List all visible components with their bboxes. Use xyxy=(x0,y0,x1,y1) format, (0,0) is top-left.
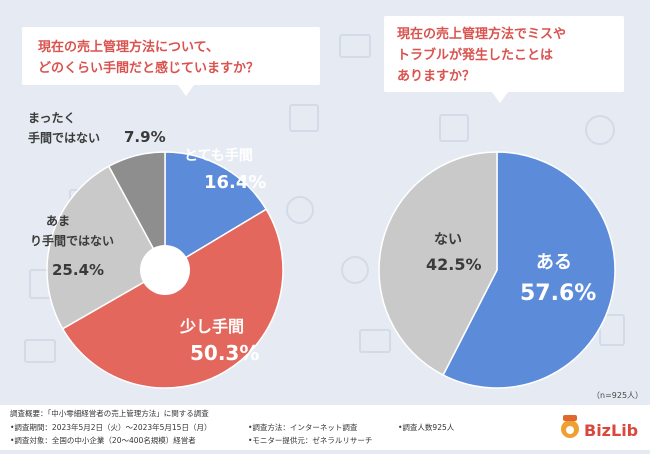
coin-icon xyxy=(286,196,314,224)
chart2-title-line2: トラブルが発生したことは xyxy=(397,47,553,63)
value-amari: 25.4% xyxy=(52,261,104,279)
label-totemo: とても手間 xyxy=(184,147,253,164)
value-totemo: 16.4% xyxy=(204,172,266,193)
survey-title: 調査概要：「中小零細経営者の売上管理方法」に関する調査 xyxy=(10,409,209,418)
chart1-slice-3 xyxy=(107,151,166,271)
bizlib-logo: BizLib xyxy=(561,415,638,440)
survey-count: •調査人数925人 xyxy=(398,423,455,432)
coin-icon xyxy=(341,256,369,284)
chart-icon xyxy=(289,104,319,132)
chart2-slice-1 xyxy=(378,151,498,377)
question-bubble-2: 現在の売上管理方法でミスや トラブルが発生したことは ありますか？ xyxy=(384,16,624,103)
chart-icon xyxy=(439,114,469,142)
label-amari-line1: あま xyxy=(46,214,70,228)
svg-text:BizLib: BizLib xyxy=(584,421,638,440)
label-aru: ある xyxy=(536,252,572,273)
value-mattaku: 7.9% xyxy=(124,128,166,146)
value-nai: 42.5% xyxy=(426,255,482,274)
chart1-slice-2 xyxy=(46,165,167,330)
label-mattaku-line2: 手間ではない xyxy=(28,130,100,145)
chart2-title-line3: ありますか？ xyxy=(397,69,475,84)
label-nai: ない xyxy=(434,232,462,248)
survey-target: •調査対象：全国の中小企業（20〜400名規模）経営者 xyxy=(10,436,196,445)
survey-provider: •モニター提供元：ゼネラルリサーチ xyxy=(248,436,373,445)
label-mattaku-line1: まったく xyxy=(28,111,76,125)
survey-period: •調査期間：2023年5月2日（火）〜2023年5月15日（月） xyxy=(10,423,212,432)
sample-size-note: （n=925人） xyxy=(592,391,643,400)
chart2-slice-0 xyxy=(442,151,616,389)
label-amari-line2: り手間ではない xyxy=(30,233,114,248)
pie-icon xyxy=(585,115,615,145)
chart2-slices xyxy=(378,151,616,389)
question-bubble-1: 現在の売上管理方法について、 どのくらい手間だと感じていますか？ xyxy=(22,27,320,96)
footer: 調査概要：「中小零細経営者の売上管理方法」に関する調査 •調査期間：2023年5… xyxy=(0,405,650,450)
chart2-title-line1: 現在の売上管理方法でミスや xyxy=(397,26,566,42)
value-aru: 57.6% xyxy=(520,281,596,306)
value-sukoshi: 50.3% xyxy=(190,341,259,365)
chart1-slice-1 xyxy=(61,208,284,389)
chart1-title-line1: 現在の売上管理方法について、 xyxy=(38,39,219,55)
donut-hole xyxy=(140,245,190,295)
chart1-slices xyxy=(46,151,284,389)
document-icon xyxy=(599,314,625,346)
survey-method: •調査方法：インターネット調査 xyxy=(248,423,358,432)
mail-icon xyxy=(359,329,391,353)
mail-icon xyxy=(24,339,56,363)
label-sukoshi: 少し手間 xyxy=(179,317,244,336)
mail-icon xyxy=(339,34,371,58)
chart1-slice-0 xyxy=(164,151,268,272)
chart1-title-line2: どのくらい手間だと感じていますか？ xyxy=(38,60,259,76)
